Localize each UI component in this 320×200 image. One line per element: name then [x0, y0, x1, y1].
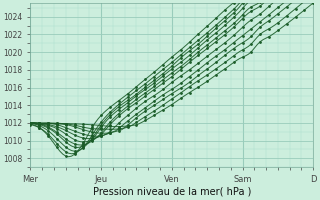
X-axis label: Pression niveau de la mer( hPa ): Pression niveau de la mer( hPa ) — [92, 187, 251, 197]
